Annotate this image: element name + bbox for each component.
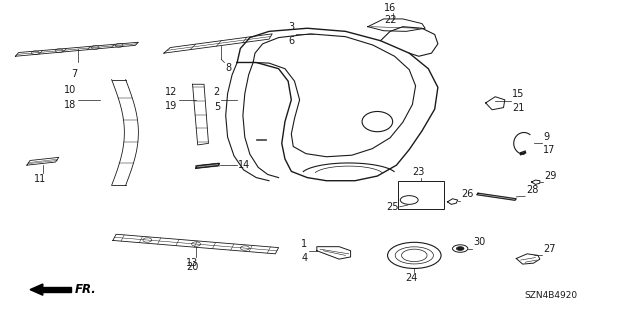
Text: 2: 2 [214, 87, 220, 97]
Circle shape [456, 247, 464, 250]
Text: 25: 25 [386, 203, 398, 212]
Text: 24: 24 [406, 273, 418, 283]
Text: 12: 12 [165, 87, 177, 97]
Text: SZN4B4920: SZN4B4920 [524, 292, 577, 300]
Polygon shape [477, 193, 516, 200]
Text: 26: 26 [461, 189, 474, 199]
Text: 8: 8 [226, 63, 232, 73]
Text: 13: 13 [186, 258, 198, 268]
Text: 30: 30 [473, 237, 485, 247]
Polygon shape [30, 284, 43, 295]
Text: 5: 5 [214, 102, 220, 112]
Text: 28: 28 [527, 185, 539, 195]
Polygon shape [43, 287, 72, 292]
Text: 29: 29 [544, 171, 557, 181]
Text: 7: 7 [72, 69, 78, 79]
Text: 14: 14 [239, 160, 251, 170]
Text: 20: 20 [186, 262, 199, 272]
Text: 6: 6 [289, 36, 294, 46]
Text: FR.: FR. [75, 283, 97, 296]
Polygon shape [196, 163, 220, 168]
Text: 17: 17 [543, 145, 556, 155]
Text: 16: 16 [384, 3, 396, 13]
Text: 21: 21 [513, 103, 525, 113]
Text: 15: 15 [513, 89, 525, 99]
Text: 3: 3 [289, 22, 294, 32]
Text: 18: 18 [65, 100, 77, 110]
Text: 1: 1 [301, 239, 307, 249]
Bar [397, 181, 444, 209]
Text: 9: 9 [543, 131, 549, 142]
Text: 11: 11 [33, 174, 45, 184]
Text: 22: 22 [384, 15, 396, 25]
Text: 10: 10 [65, 85, 77, 95]
Text: 4: 4 [301, 253, 307, 263]
Text: 27: 27 [543, 244, 556, 255]
Text: 23: 23 [412, 167, 424, 177]
Text: 19: 19 [165, 101, 177, 111]
